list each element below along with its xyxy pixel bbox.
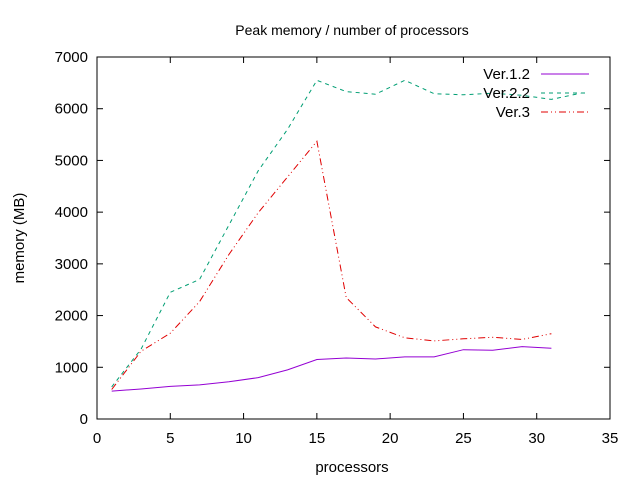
y-tick-label: 0 xyxy=(80,411,88,428)
series-line-2 xyxy=(111,79,581,388)
x-tick-label: 5 xyxy=(166,430,174,447)
x-tick-label: 30 xyxy=(528,430,545,447)
x-tick-label: 0 xyxy=(93,430,101,447)
y-tick-label: 3000 xyxy=(55,256,88,273)
plot-series xyxy=(111,79,581,392)
axes: 0 5 10 15 20 25 30 35 0 1000 2000 3000 4000 5000 6000 7… xyxy=(55,49,619,447)
legend: Ver.1.2 Ver.2.2 Ver.3 xyxy=(483,66,589,121)
x-tick-label: 25 xyxy=(455,430,472,447)
y-tick-label: 7000 xyxy=(55,49,88,66)
x-tick-label: 10 xyxy=(235,430,252,447)
y-tick-label: 2000 xyxy=(55,308,88,325)
series-line-3 xyxy=(111,140,552,390)
x-tick-label: 20 xyxy=(382,430,399,447)
y-tick-label: 1000 xyxy=(55,359,88,376)
y-tick-label: 5000 xyxy=(55,152,88,169)
x-tick-label: 15 xyxy=(309,430,326,447)
chart-title: Peak memory / number of processors xyxy=(235,22,468,38)
x-axis-label: processors xyxy=(315,459,388,476)
y-tick-label: 6000 xyxy=(55,101,88,118)
series-line-1 xyxy=(111,346,552,392)
legend-label: Ver.1.2 xyxy=(483,66,530,83)
plot-frame xyxy=(96,56,611,420)
legend-label: Ver.2.2 xyxy=(483,85,530,102)
legend-label: Ver.3 xyxy=(496,104,530,121)
y-tick-label: 4000 xyxy=(55,204,88,221)
y-axis-label: memory (MB) xyxy=(11,193,28,284)
x-tick-label: 35 xyxy=(602,430,619,447)
